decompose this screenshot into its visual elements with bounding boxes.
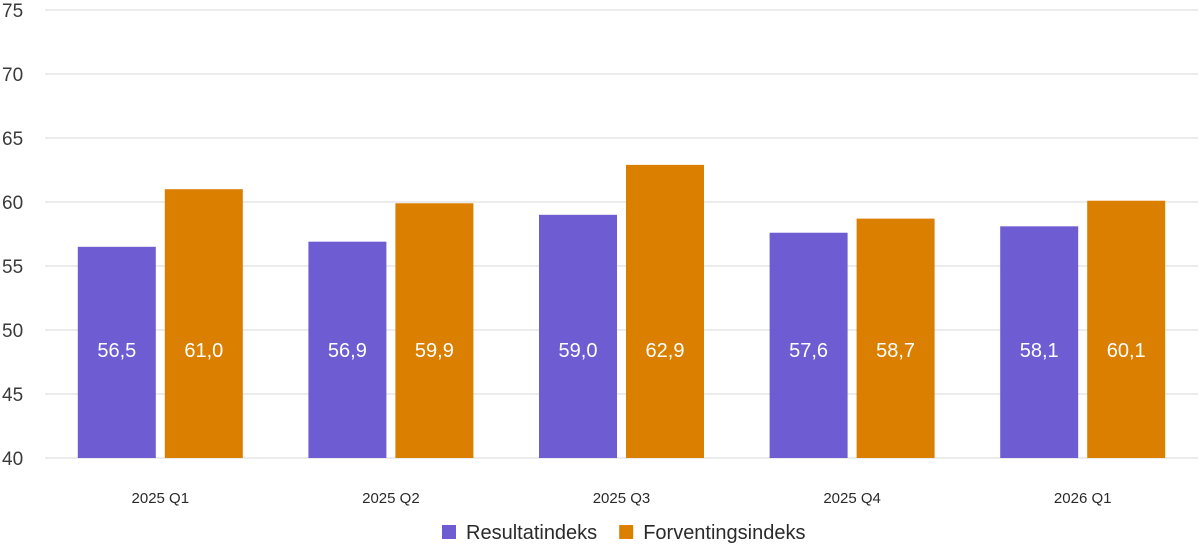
legend-swatch [619, 525, 634, 539]
bar [1087, 200, 1166, 458]
x-tick-label: 2025 Q2 [362, 490, 420, 507]
legend-label: Resultatindeks [466, 522, 597, 544]
data-labels: 56,5 61,0 56,9 59,9 59,0 62,9 57,6 58,7 58,1 60,1 [97, 340, 1145, 362]
bar [1000, 226, 1079, 458]
bar [769, 232, 848, 458]
bar [626, 164, 704, 458]
legend-swatch [442, 525, 456, 539]
y-tick-label: 60 [2, 193, 23, 214]
bar [308, 241, 387, 458]
bar [539, 214, 617, 458]
x-tick-label: 2025 Q1 [132, 490, 190, 507]
y-tick-label: 65 [2, 129, 23, 150]
bar [77, 246, 156, 458]
bars [77, 164, 1166, 458]
legend: Resultatindeks Forventingsindeks [442, 522, 806, 544]
y-tick-label: 55 [2, 257, 23, 278]
x-tick-label: 2025 Q4 [823, 490, 881, 507]
bar [856, 218, 935, 458]
bar [164, 189, 243, 458]
data-label: 56,9 [328, 340, 367, 362]
data-label: 59,0 [559, 340, 598, 362]
bar [395, 203, 474, 458]
legend-label: Forventingsindeks [643, 522, 805, 544]
y-axis-ticks: 40 45 50 55 60 65 70 75 [2, 1, 23, 470]
data-label: 58,1 [1020, 340, 1059, 362]
data-label: 61,0 [184, 340, 223, 362]
x-tick-label: 2026 Q1 [1054, 490, 1112, 507]
x-axis-ticks: 2025 Q1 2025 Q2 2025 Q3 2025 Q4 2026 Q1 [132, 490, 1112, 507]
x-tick-label: 2025 Q3 [593, 490, 651, 507]
y-tick-label: 45 [2, 385, 23, 406]
data-label: 56,5 [97, 340, 136, 362]
data-label: 59,9 [415, 340, 454, 362]
data-label: 62,9 [646, 340, 685, 362]
y-tick-label: 50 [2, 321, 23, 342]
y-tick-label: 40 [2, 449, 23, 470]
y-tick-label: 70 [2, 65, 23, 86]
data-label: 60,1 [1107, 340, 1146, 362]
y-tick-label: 75 [2, 1, 23, 22]
data-label: 58,7 [876, 340, 915, 362]
data-label: 57,6 [789, 340, 828, 362]
